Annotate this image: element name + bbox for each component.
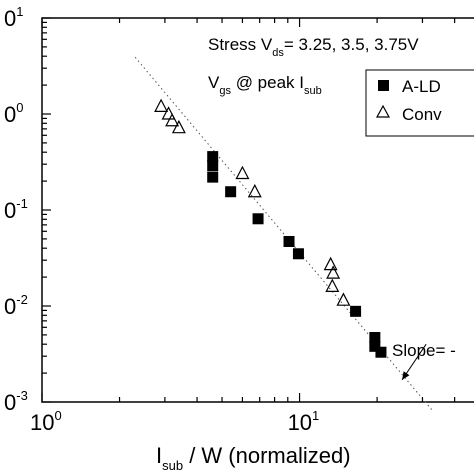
tick-labels-group: 100 101 01 00 0-1 0-2 0-3 [4, 4, 319, 435]
y-tick-label: 0-3 [4, 388, 28, 415]
x-tick-label: 100 [30, 408, 62, 435]
markers-group [154, 98, 387, 358]
stress-annotation: Stress Vds= 3.25, 3.5, 3.75V [208, 35, 419, 59]
slope-arrow-head [402, 371, 410, 380]
data-point-a-ld [252, 213, 264, 225]
data-point-conv [235, 165, 250, 180]
vgs-annotation: Vgs @ peak Isub [208, 73, 322, 97]
data-point-conv [325, 278, 340, 293]
slope-label: Slope= - [392, 341, 456, 360]
legend: A-LD Conv [365, 69, 474, 137]
data-point-a-ld [283, 235, 295, 247]
legend-marker-filled-square [378, 80, 389, 91]
y-tick-label: 0-1 [4, 196, 28, 223]
ticks-group [41, 17, 456, 403]
data-point-a-ld [207, 151, 219, 163]
legend-label-a-ld: A-LD [402, 77, 441, 96]
slope-annotation: Slope= - [392, 341, 456, 381]
x-tick-label: 101 [288, 408, 320, 435]
legend-label-conv: Conv [402, 105, 442, 124]
y-tick-label: 01 [4, 4, 23, 31]
data-point-conv [326, 265, 341, 279]
data-point-conv [165, 112, 180, 127]
data-point-conv [323, 256, 338, 271]
data-point-conv [154, 98, 169, 112]
data-point-a-ld [369, 340, 381, 352]
data-point-a-ld [369, 331, 381, 343]
y-tick-label: 0-2 [4, 292, 28, 319]
fit-line-group [134, 56, 434, 412]
y-tick-label: 00 [4, 100, 23, 127]
data-point-conv [171, 119, 186, 134]
data-point-conv [336, 292, 351, 306]
data-point-a-ld [375, 346, 387, 358]
data-point-a-ld [207, 160, 219, 172]
fit-line [134, 56, 434, 412]
data-point-a-ld [225, 186, 237, 198]
data-point-a-ld [207, 171, 219, 183]
data-point-a-ld [350, 305, 362, 317]
data-point-conv [161, 106, 176, 120]
x-axis-label: Isub / W (normalized) [156, 443, 351, 473]
data-point-a-ld [292, 248, 304, 260]
data-point-conv [247, 183, 262, 198]
legend-marker-open-triangle [375, 104, 391, 118]
